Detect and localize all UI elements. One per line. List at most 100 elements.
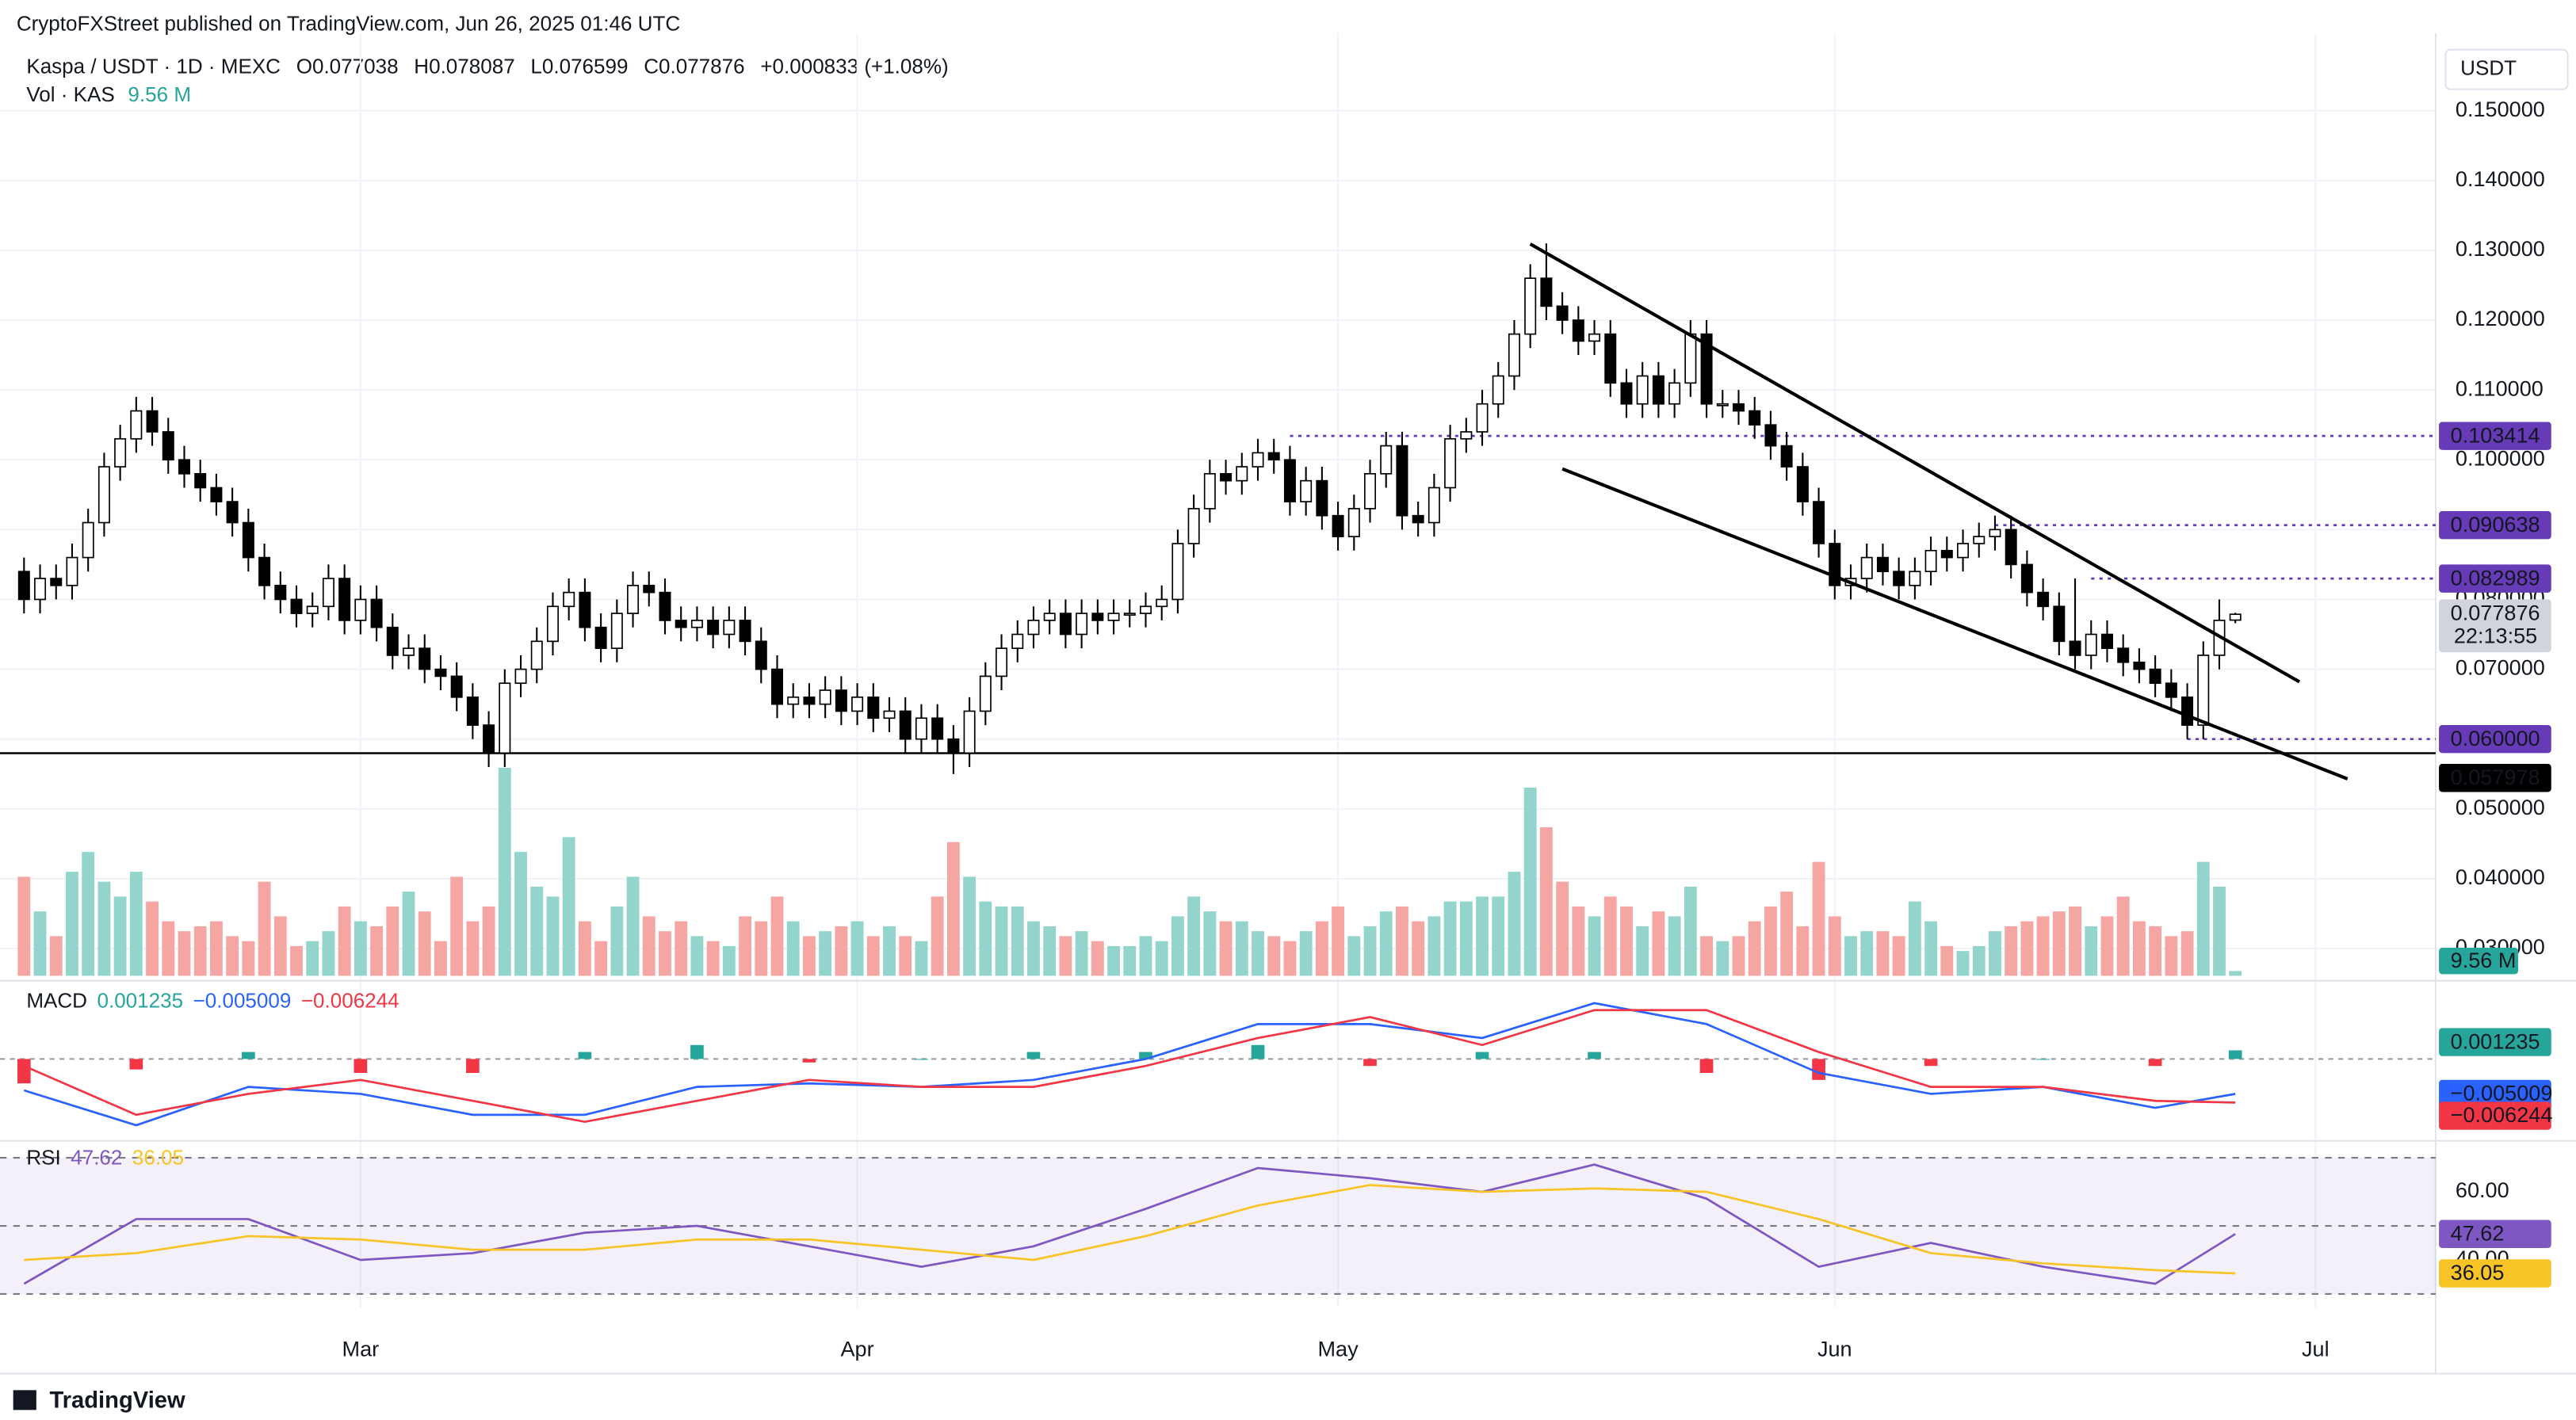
volume-bar xyxy=(946,842,960,976)
macd-line xyxy=(23,1009,2236,1124)
macd-histogram xyxy=(1026,1052,1041,1059)
candle-body xyxy=(66,556,78,586)
candle-body xyxy=(2005,529,2017,566)
candle-body xyxy=(290,598,303,614)
candle-body xyxy=(258,556,271,586)
volume-bar xyxy=(2132,921,2146,976)
x-tick-label: Jul xyxy=(2302,1336,2329,1361)
volume-bar xyxy=(1363,926,1377,976)
candle-body xyxy=(419,647,431,670)
volume-bar xyxy=(66,872,78,976)
macd-histogram xyxy=(2148,1059,2162,1067)
volume-bar xyxy=(819,931,832,976)
candle-body xyxy=(1011,633,1024,649)
macd-histogram xyxy=(2228,1050,2242,1059)
candle-body xyxy=(130,410,143,440)
volume-bar xyxy=(1764,906,1777,976)
candle-body xyxy=(979,675,992,712)
y-tick-label: 0.120000 xyxy=(2456,306,2545,330)
candle-body xyxy=(17,571,30,601)
volume-bar xyxy=(1443,901,1457,976)
volume-bar xyxy=(1732,936,1745,976)
volume-bar xyxy=(1556,881,1569,976)
candle-body xyxy=(1588,333,1601,342)
hist-value: 0.001235 xyxy=(97,989,183,1013)
volume-bar xyxy=(2069,906,2081,976)
candle-body xyxy=(1604,333,1617,384)
volume-bar xyxy=(1796,926,1810,976)
volume-bar xyxy=(578,921,591,976)
macd-histogram xyxy=(466,1059,480,1074)
symbol: Kaspa / USDT · 1D · MEXC xyxy=(26,54,281,78)
volume-bar xyxy=(722,945,736,976)
volume-bar xyxy=(866,936,880,976)
candle-body xyxy=(354,598,367,621)
volume-bar xyxy=(273,916,287,976)
candle-body xyxy=(386,626,399,656)
candle-body xyxy=(2229,613,2242,621)
candle-body xyxy=(1267,452,1280,461)
volume-bar xyxy=(2005,926,2018,976)
macd-histogram xyxy=(690,1044,704,1059)
layer-grid xyxy=(0,32,2576,1375)
volume-bar xyxy=(659,931,671,976)
candle-body xyxy=(1668,382,1681,405)
volume-bar xyxy=(2100,916,2114,976)
macd-histogram xyxy=(1588,1052,1601,1059)
y-tick-label: 0.130000 xyxy=(2456,236,2545,261)
candle-body xyxy=(1813,501,1825,544)
y-tick-label: 0.140000 xyxy=(2456,166,2545,191)
volume-bar xyxy=(562,837,575,976)
volume-bar xyxy=(322,931,335,976)
volume-bar xyxy=(1379,911,1393,976)
volume-bar xyxy=(466,921,480,976)
volume-bar xyxy=(963,876,977,976)
candle-body xyxy=(931,717,944,740)
candle-body xyxy=(1364,473,1377,510)
volume-bar xyxy=(193,926,207,976)
candle-body xyxy=(1940,549,1953,559)
candle-body xyxy=(1860,556,1873,579)
volume-bar xyxy=(1139,936,1152,976)
candle-body xyxy=(434,668,447,678)
volume-bar xyxy=(979,901,992,976)
volume-bar xyxy=(1620,906,1633,976)
volume-bar xyxy=(995,906,1008,976)
candle-body xyxy=(483,724,495,754)
candle-body xyxy=(50,578,63,586)
macd-histogram xyxy=(1812,1059,1825,1080)
volume-bar xyxy=(1027,921,1040,976)
candle-body xyxy=(1043,613,1056,621)
volume-bar xyxy=(450,876,464,976)
volume-bar xyxy=(306,941,319,976)
rsi-value: 47.62 xyxy=(71,1146,122,1170)
volume-bar xyxy=(1588,916,1601,976)
candle-body xyxy=(1139,605,1152,614)
volume-bar xyxy=(1844,936,1857,976)
candle-body xyxy=(1460,431,1473,440)
volume-bar xyxy=(1171,916,1184,976)
o-value: 0.077038 xyxy=(312,54,399,78)
candle-body xyxy=(1220,473,1233,482)
volume-bar xyxy=(610,906,624,976)
volume-bar xyxy=(2020,921,2034,976)
x-tick-label: Mar xyxy=(342,1336,380,1361)
volume-bar xyxy=(594,941,608,976)
volume-bar xyxy=(242,941,255,976)
candle-body xyxy=(787,696,800,705)
volume-bar xyxy=(210,921,223,976)
candle-body xyxy=(803,696,816,705)
volume-bar xyxy=(370,926,384,976)
hist-label-box xyxy=(2439,1028,2551,1056)
candle-body xyxy=(915,717,927,740)
macd-histogram xyxy=(354,1059,368,1074)
macd-line xyxy=(23,1002,2236,1127)
volume-bar xyxy=(97,881,111,976)
candle-body xyxy=(466,696,479,726)
level-label: 0.090638 xyxy=(2451,512,2540,536)
candle-body xyxy=(883,710,896,720)
level-label-box xyxy=(2439,724,2551,754)
candle-body xyxy=(242,521,254,559)
macd-histogram xyxy=(242,1052,255,1059)
